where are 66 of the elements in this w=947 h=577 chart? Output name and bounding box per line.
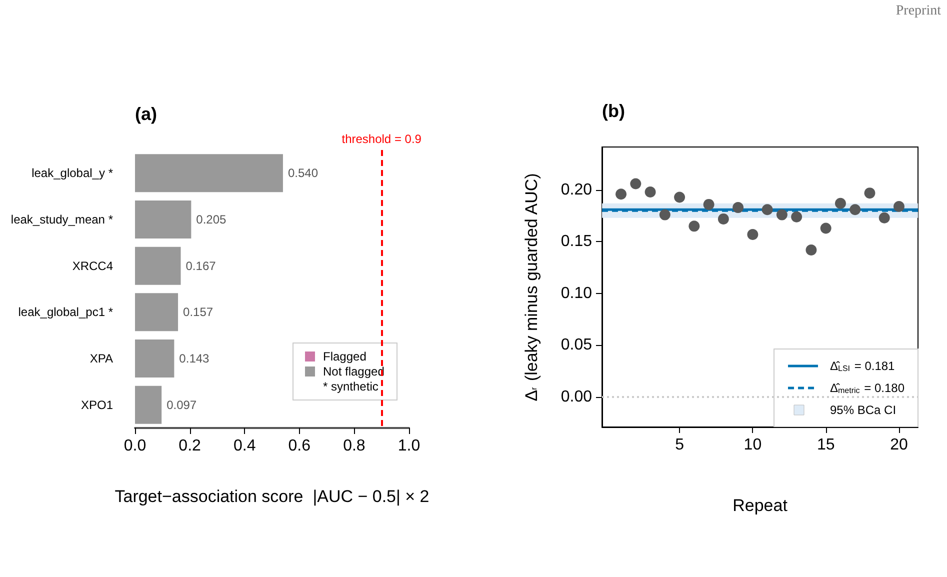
y-tick-label: XPO1 (80, 398, 114, 412)
x-tick-label: 0.0 (124, 438, 146, 454)
point (864, 188, 876, 199)
point (674, 192, 686, 203)
chart-title: (a) (135, 104, 158, 124)
point (644, 186, 656, 198)
data-label: 0.097 (166, 398, 197, 412)
y-tick-label: leak_global_pc1 * (18, 305, 114, 320)
data-label: 0.143 (179, 352, 210, 366)
ref-line-label: threshold = 0.9 (342, 132, 422, 146)
x-tick-label: 20 (890, 436, 908, 454)
y-tick-label: 0.10 (560, 284, 592, 302)
y-tick-label: leak_study_mean * (10, 212, 114, 226)
y-tick-label: XPA (90, 352, 113, 366)
x-axis-title: Repeat (732, 496, 788, 515)
x-tick-label: 15 (816, 436, 835, 454)
y-tick-label: 0.20 (560, 181, 592, 198)
point (732, 202, 744, 214)
x-tick-label: 10 (744, 436, 762, 454)
y-tick-label: 0.05 (560, 336, 592, 354)
point (806, 244, 817, 256)
x-tick-label: 0.4 (233, 438, 256, 454)
x-tick-label: 1.0 (398, 438, 420, 454)
point (893, 201, 904, 212)
bar (135, 386, 162, 424)
y-tick-label: 0.15 (560, 233, 592, 250)
bar (135, 293, 178, 332)
bar (135, 200, 192, 238)
point (850, 204, 861, 216)
point (762, 204, 773, 216)
point (630, 178, 642, 190)
legend-label: Δ̂metric = 0.180 (830, 381, 905, 395)
legend-label: 95% BCa CI (830, 403, 896, 417)
legend-label: Flagged (323, 350, 366, 364)
point (718, 213, 729, 224)
point (688, 220, 700, 232)
x-tick-label: 5 (675, 436, 684, 454)
point (776, 209, 788, 220)
text: Preprint (896, 4, 942, 18)
x-tick-label: 0.6 (288, 438, 311, 454)
legend-label: Not flagged (323, 364, 384, 378)
bar (135, 246, 181, 285)
data-label: 0.167 (186, 258, 216, 273)
bar (135, 340, 174, 378)
point (747, 228, 758, 240)
y-tick-label: XRCC4 (72, 258, 114, 273)
data-label: 0.540 (288, 166, 318, 180)
annotation: * synthetic (323, 380, 378, 394)
y-axis-title: Δr (leaky minus guarded AUC) (522, 173, 541, 402)
point (616, 188, 627, 200)
bar (135, 154, 283, 192)
y-tick-label: 0.00 (560, 388, 592, 406)
point (703, 198, 714, 210)
y-tick-label: leak_global_y * (32, 166, 114, 180)
x-tick-label: 0.2 (178, 438, 202, 454)
point (791, 211, 802, 222)
legend-label: Δ̂LSI = 0.181 (830, 359, 896, 373)
data-label: 0.157 (183, 305, 214, 320)
x-axis-title: Target−association score |AUC − 0.5| × 2 (114, 487, 430, 506)
point (820, 222, 832, 234)
point (878, 212, 890, 224)
x-tick-label: 0.8 (343, 438, 366, 454)
chart-title: (b) (602, 101, 625, 121)
data-label: 0.205 (196, 212, 227, 226)
point (659, 209, 670, 220)
point (834, 198, 846, 209)
